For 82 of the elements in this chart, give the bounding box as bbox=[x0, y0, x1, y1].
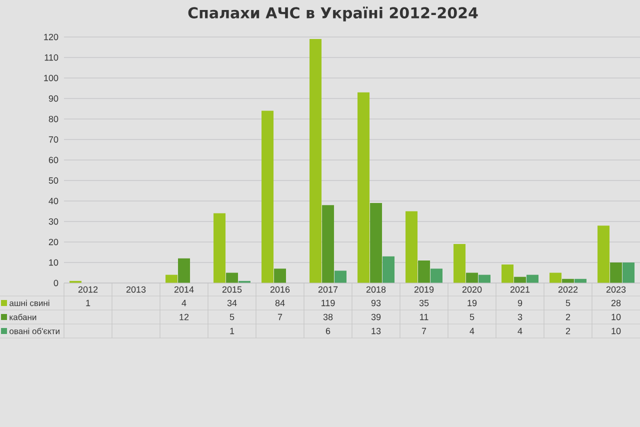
y-tick-label: 90 bbox=[48, 95, 58, 102]
x-tick-label: 2019 bbox=[414, 286, 434, 293]
data-label: 93 bbox=[371, 300, 381, 306]
bar bbox=[334, 270, 347, 283]
y-tick-label: 20 bbox=[48, 238, 58, 246]
data-label: 4 bbox=[182, 300, 186, 306]
x-tick-label: 2021 bbox=[510, 286, 530, 293]
x-tick-label: 2013 bbox=[126, 286, 146, 293]
x-tick-label: 2014 bbox=[174, 286, 194, 293]
chart-title: Спалахи АЧС в Україні 2012-2024 bbox=[188, 6, 478, 22]
bar bbox=[622, 262, 635, 283]
bar bbox=[322, 205, 334, 283]
data-label: 10 bbox=[612, 314, 621, 320]
data-label: 4 bbox=[518, 328, 522, 334]
bar bbox=[598, 226, 610, 283]
bar bbox=[262, 110, 274, 283]
bar bbox=[502, 264, 514, 283]
data-label: 3 bbox=[518, 314, 522, 320]
x-tick-label: 2023 bbox=[606, 286, 626, 293]
data-label: 1 bbox=[230, 328, 234, 334]
data-label: 119 bbox=[322, 300, 335, 306]
y-tick-label: 30 bbox=[48, 218, 58, 225]
data-label: 12 bbox=[180, 314, 189, 320]
bar bbox=[358, 92, 370, 283]
bar bbox=[466, 272, 478, 283]
data-label: 38 bbox=[323, 314, 333, 320]
x-tick-label: 2017 bbox=[318, 286, 338, 293]
data-label: 9 bbox=[518, 300, 522, 306]
data-label: 35 bbox=[419, 300, 429, 306]
x-tick-label: 2022 bbox=[558, 286, 578, 293]
data-label: 10 bbox=[612, 328, 621, 334]
data-label: 5 bbox=[470, 314, 474, 320]
bar bbox=[274, 268, 286, 283]
y-tick-label: 0 bbox=[54, 280, 58, 286]
bar bbox=[454, 244, 466, 283]
data-label: 7 bbox=[278, 314, 282, 320]
bar bbox=[550, 272, 562, 283]
y-tick-label: 10 bbox=[49, 259, 58, 266]
y-tick-label: 40 bbox=[48, 198, 58, 204]
data-label: 5 bbox=[230, 314, 234, 320]
y-tick-label: 100 bbox=[44, 74, 58, 82]
bar bbox=[418, 260, 430, 283]
x-tick-label: 2015 bbox=[222, 286, 242, 293]
bar bbox=[430, 268, 443, 283]
bar bbox=[478, 274, 491, 283]
x-tick-label: 2012 bbox=[78, 286, 98, 293]
bar bbox=[178, 258, 190, 283]
data-label: 4 bbox=[470, 328, 474, 334]
bar bbox=[166, 274, 178, 283]
data-label: 5 bbox=[566, 300, 570, 306]
y-tick-label: 70 bbox=[48, 136, 58, 143]
bar bbox=[406, 211, 418, 283]
data-label: 19 bbox=[468, 300, 477, 306]
bar bbox=[526, 274, 539, 283]
bar bbox=[214, 213, 226, 283]
y-tick-label: 80 bbox=[48, 116, 58, 122]
data-label: 11 bbox=[420, 314, 428, 320]
y-tick-label: 60 bbox=[48, 156, 58, 164]
legend-label: овані об'єкти bbox=[10, 328, 60, 334]
y-tick-label: 120 bbox=[44, 34, 58, 40]
bar bbox=[382, 256, 395, 283]
x-tick-label: 2020 bbox=[462, 286, 482, 293]
bar bbox=[226, 272, 238, 283]
data-label: 7 bbox=[422, 328, 426, 334]
bar bbox=[370, 203, 382, 283]
bar bbox=[310, 39, 322, 283]
data-label: 13 bbox=[372, 328, 381, 334]
x-tick-label: 2016 bbox=[270, 286, 290, 293]
y-tick-label: 50 bbox=[48, 177, 58, 184]
data-label: 39 bbox=[371, 314, 381, 320]
y-tick-label: 110 bbox=[44, 54, 58, 61]
x-tick-label: 2018 bbox=[366, 286, 386, 293]
data-label: 2 bbox=[566, 328, 570, 334]
legend-label: кабани bbox=[10, 314, 36, 320]
data-label: 34 bbox=[227, 300, 237, 306]
data-label: 28 bbox=[611, 300, 621, 306]
bar bbox=[610, 262, 622, 283]
legend-label: ашні свині bbox=[10, 300, 50, 306]
data-label: 2 bbox=[566, 314, 570, 320]
data-label: 6 bbox=[326, 328, 330, 334]
data-label: 84 bbox=[275, 300, 285, 306]
data-label: 1 bbox=[86, 300, 90, 306]
